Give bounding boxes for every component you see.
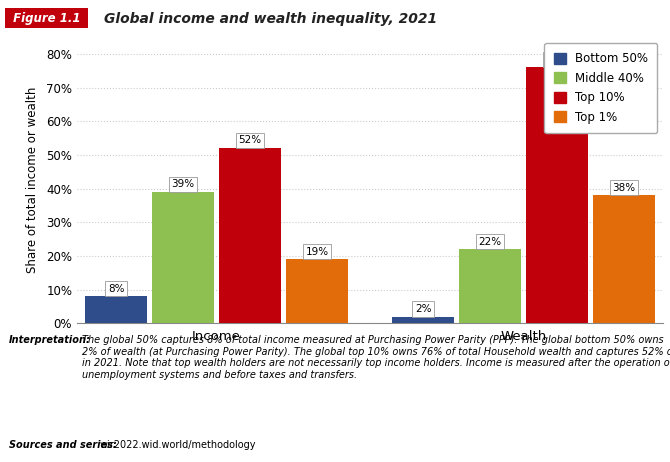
Bar: [85, 297, 147, 323]
Bar: [219, 148, 281, 323]
Bar: [527, 67, 588, 323]
Text: Interpretation:: Interpretation:: [9, 335, 90, 345]
Bar: [152, 192, 214, 323]
Text: 2%: 2%: [415, 304, 431, 314]
Text: 52%: 52%: [239, 135, 262, 146]
Bar: [594, 195, 655, 323]
Text: Figure 1.1: Figure 1.1: [9, 12, 84, 24]
Bar: [393, 316, 454, 323]
Text: wir2022.wid.world/methodology: wir2022.wid.world/methodology: [99, 440, 256, 450]
Text: Sources and series:: Sources and series:: [9, 440, 117, 450]
Bar: [460, 249, 521, 323]
Y-axis label: Share of total income or wealth: Share of total income or wealth: [26, 87, 40, 274]
Text: 22%: 22%: [478, 237, 502, 247]
Text: 39%: 39%: [172, 179, 195, 189]
Text: 38%: 38%: [612, 182, 636, 193]
Text: 19%: 19%: [306, 247, 329, 257]
Bar: [286, 259, 348, 323]
Text: 76%: 76%: [545, 55, 569, 65]
Text: Global income and wealth inequality, 2021: Global income and wealth inequality, 202…: [104, 12, 437, 25]
Legend: Bottom 50%, Middle 40%, Top 10%, Top 1%: Bottom 50%, Middle 40%, Top 10%, Top 1%: [544, 43, 657, 133]
Text: 8%: 8%: [108, 284, 125, 294]
Text: The global 50% captures 8% of total income measured at Purchasing Power Parity (: The global 50% captures 8% of total inco…: [82, 335, 670, 380]
